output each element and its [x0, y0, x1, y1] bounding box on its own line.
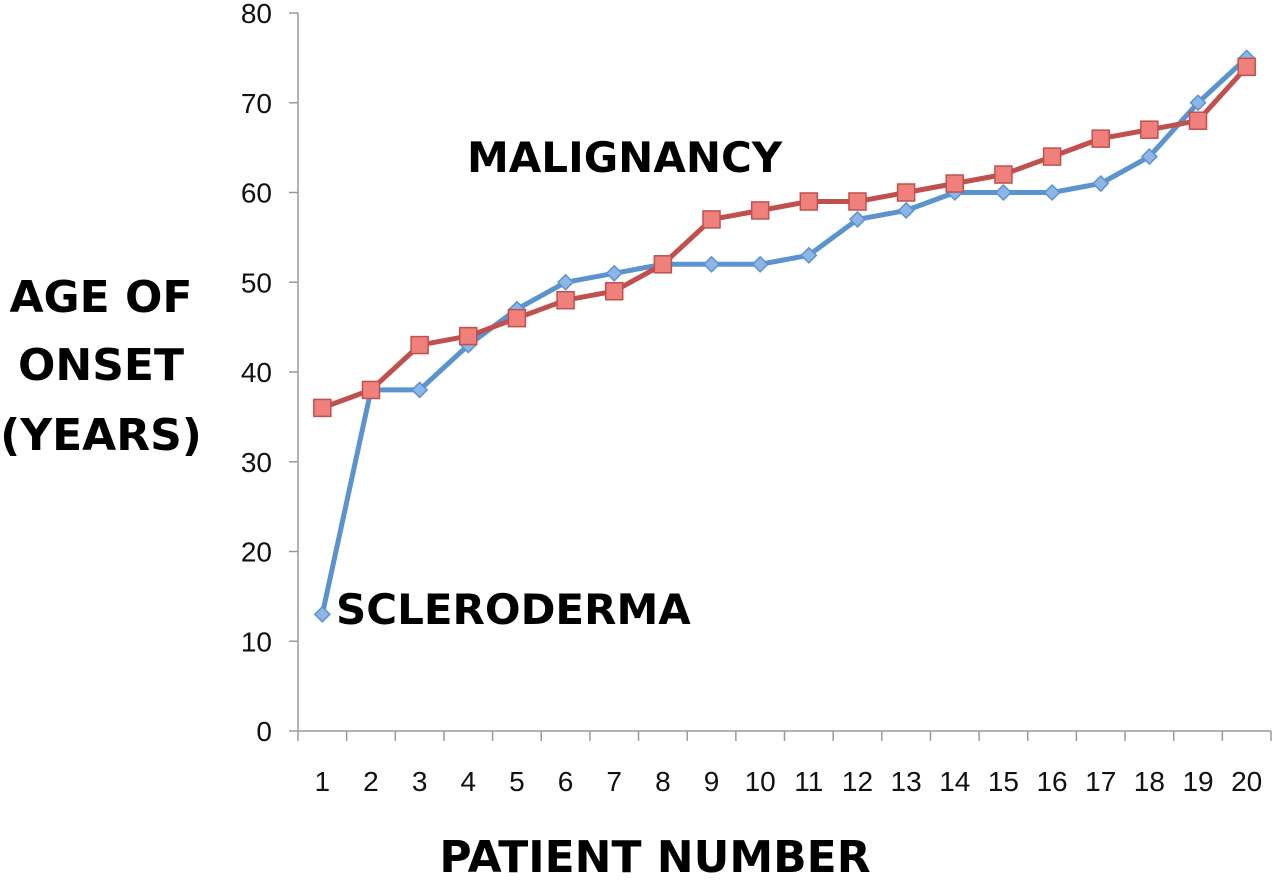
data-point: [848, 192, 867, 211]
y-tick-label: 80: [241, 0, 272, 29]
data-point: [751, 255, 769, 273]
data-point: [897, 201, 915, 220]
y-axis-title-line-2: ONSET: [18, 340, 184, 391]
x-tick-label: 14: [939, 766, 970, 797]
x-tick-label: 13: [891, 766, 922, 797]
series-layer: [313, 49, 1256, 623]
y-tick-label: 20: [241, 537, 272, 568]
y-axis-title-line-3: (YEARS): [0, 410, 202, 461]
x-tick-label: 15: [988, 766, 1019, 797]
data-point: [411, 381, 429, 399]
y-tick-label: 0: [256, 716, 272, 747]
data-point: [848, 210, 867, 228]
x-tick-label: 6: [558, 766, 574, 797]
data-point: [800, 246, 818, 264]
x-tick-labels: 1 2 3 4 5 6 7 8 9 10 11 12 13 14 15 16 17 18 19 20: [297, 731, 1272, 797]
x-tick-label: 5: [509, 766, 525, 797]
data-point: [361, 380, 381, 400]
data-point: [799, 192, 819, 211]
data-point: [1189, 94, 1207, 112]
data-point: [410, 335, 429, 355]
data-point: [556, 290, 575, 310]
data-point: [557, 273, 575, 291]
data-point: [702, 255, 721, 273]
data-point: [945, 174, 965, 193]
data-point: [459, 326, 478, 346]
x-tick-label: 4: [460, 766, 476, 797]
x-tick-label: 19: [1182, 766, 1213, 797]
data-point: [1043, 183, 1061, 202]
x-tick-label: 3: [412, 766, 428, 797]
data-point: [1188, 111, 1208, 130]
data-point: [604, 281, 624, 301]
data-point: [1092, 174, 1110, 193]
series-label-malignancy: MALIGNANCY: [467, 133, 783, 182]
data-point: [1140, 148, 1158, 166]
data-point: [1042, 147, 1062, 166]
x-tick-label: 10: [745, 766, 776, 797]
x-tick-label: 20: [1231, 766, 1262, 797]
data-point: [1091, 129, 1110, 148]
y-tick-label: 70: [241, 88, 272, 119]
x-tick-label: 17: [1085, 766, 1116, 797]
series-line: [319, 64, 1250, 411]
data-point: [994, 183, 1012, 202]
data-point: [896, 183, 916, 202]
x-tick-label: 12: [842, 766, 873, 797]
x-tick-label: 8: [655, 766, 671, 797]
y-tick-label: 40: [241, 357, 272, 388]
x-tick-label: 7: [606, 766, 622, 797]
y-axis-title-line-1: AGE OF: [9, 272, 192, 323]
x-tick-label: 2: [363, 766, 379, 797]
x-tick-label: 1: [315, 766, 331, 797]
data-point: [750, 201, 770, 220]
x-tick-label: 16: [1036, 766, 1067, 797]
data-point: [702, 210, 721, 229]
y-tick-label: 10: [241, 626, 272, 657]
x-axis-title: PATIENT NUMBER: [439, 832, 870, 883]
series-malignancy: [313, 57, 1256, 418]
y-tick-label: 60: [241, 178, 272, 209]
data-point: [994, 165, 1013, 184]
data-point: [507, 308, 527, 328]
x-tick-label: 11: [794, 766, 823, 797]
data-point: [313, 398, 332, 418]
y-tick-label: 30: [241, 447, 272, 478]
data-point: [313, 605, 331, 623]
data-point: [1237, 57, 1256, 77]
x-tick-label: 9: [704, 766, 720, 797]
series-label-scleroderma: SCLERODERMA: [336, 585, 691, 634]
y-tick-label: 50: [241, 267, 272, 298]
x-tick-label: 18: [1134, 766, 1165, 797]
data-point: [1140, 120, 1159, 139]
y-tick-labels: 0 10 20 30 40 50 60 70 80: [241, 0, 298, 747]
data-point: [653, 255, 673, 274]
data-point: [605, 264, 623, 282]
